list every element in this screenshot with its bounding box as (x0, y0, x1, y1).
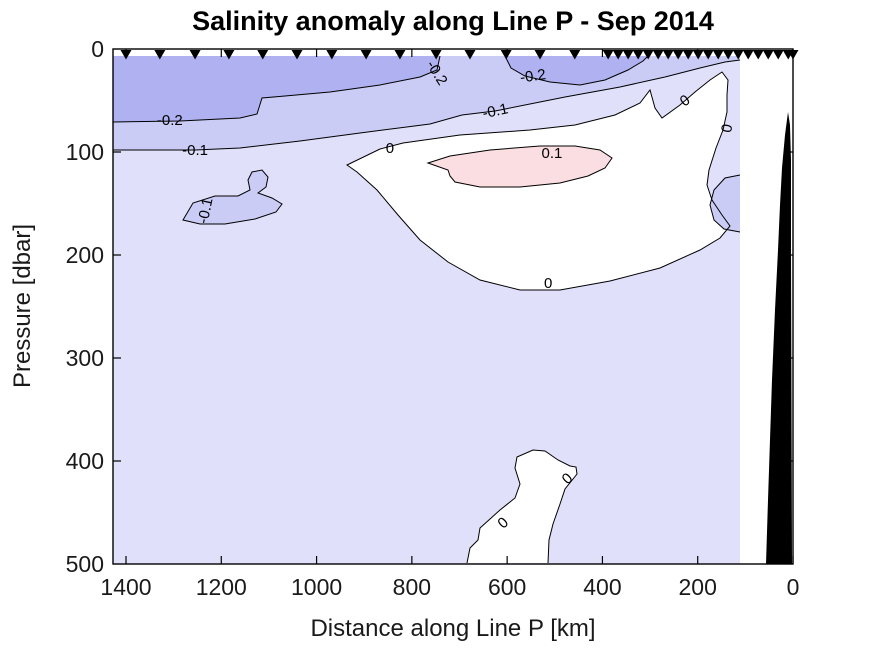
x-tick-label: 600 (488, 574, 526, 600)
station-marker-icon (534, 50, 546, 60)
station-marker-icon (752, 50, 764, 60)
x-tick-label: 1200 (196, 574, 247, 600)
contour-label: -0.1 (481, 100, 510, 122)
contour-fill-regions (113, 56, 740, 564)
station-marker-icon (223, 50, 235, 60)
fill-region-region-0-to-01-deep-white (467, 450, 577, 563)
fill-region-band-below-minus02-lobe-west (113, 56, 440, 122)
station-marker-icon (712, 50, 724, 60)
station-marker-icon (257, 50, 269, 60)
station-marker-icon (326, 50, 338, 60)
contour-label: -0.2 (519, 66, 547, 86)
station-marker-icon (722, 50, 734, 60)
station-marker-icon (622, 50, 634, 60)
station-marker-icon (189, 50, 201, 60)
fill-region-region-01-to-02-pink (428, 146, 612, 187)
station-marker-icon (569, 50, 581, 60)
contour-01-pink (426, 145, 613, 188)
chart-title: Salinity anomaly along Line P - Sep 2014 (192, 6, 714, 36)
station-marker-icon (612, 50, 624, 60)
bathymetry-wedge (766, 112, 792, 564)
station-marker-icon (672, 50, 684, 60)
y-tick-label: 0 (91, 36, 104, 62)
y-tick-label: 500 (66, 551, 104, 577)
x-tick-label: 0 (787, 574, 800, 600)
fill-region-pocket-minus01-west-closed (183, 170, 282, 224)
station-marker-icon (154, 50, 166, 60)
station-marker-icon (682, 50, 694, 60)
contour-0-central (346, 71, 731, 291)
station-marker-icon (291, 50, 303, 60)
contour-label: -0.1 (182, 142, 208, 159)
y-tick-labels: 0 100 200 300 400 500 (66, 36, 104, 577)
station-marker-icon (394, 50, 406, 60)
contour-minus01-main (113, 59, 741, 151)
contour-minus02-east (504, 55, 649, 86)
contour-0-deep (466, 449, 578, 564)
x-tick-label: 400 (583, 574, 621, 600)
contour-label: 0 (718, 123, 736, 134)
station-marker-icon (772, 50, 784, 60)
station-marker-icon (602, 50, 614, 60)
station-marker-icon (732, 50, 744, 60)
contour-label: -0.2 (157, 112, 183, 129)
contour-label: 0 (386, 140, 394, 157)
station-marker-row (120, 50, 799, 60)
fill-region-band-below-minus02-lobe-east (505, 56, 648, 85)
x-axis-label: Distance along Line P [km] (310, 615, 595, 642)
station-marker-icon (430, 50, 442, 60)
station-marker-icon (742, 50, 754, 60)
fill-region-pocket-minus01-coastal (710, 175, 740, 232)
contour-minus01-coastal (709, 174, 741, 233)
contour-label: 0.1 (541, 145, 562, 162)
y-tick-label: 200 (66, 242, 104, 268)
station-marker-icon (464, 50, 476, 60)
station-marker-icon (652, 50, 664, 60)
contour-lines (112, 55, 741, 564)
axis-ticks (113, 49, 794, 564)
x-tick-label: 1400 (100, 574, 151, 600)
y-tick-label: 300 (66, 345, 104, 371)
station-marker-icon (762, 50, 774, 60)
y-axis-label: Pressure [dbar] (9, 224, 36, 388)
x-tick-label: 800 (393, 574, 431, 600)
station-marker-icon (360, 50, 372, 60)
axes-box (112, 48, 794, 565)
x-tick-labels: 1400 1200 1000 800 600 400 200 0 (100, 574, 799, 600)
contour-label: -0.1 (195, 196, 217, 225)
station-marker-icon (500, 50, 512, 60)
y-tick-label: 400 (66, 448, 104, 474)
x-tick-label: 200 (679, 574, 717, 600)
contour-minus02-west (112, 55, 441, 123)
contour-minus01-west-closed (182, 169, 283, 225)
contour-label: 0 (544, 275, 552, 292)
station-marker-icon (702, 50, 714, 60)
station-marker-icon (632, 50, 644, 60)
y-tick-label: 100 (66, 139, 104, 165)
station-marker-icon (662, 50, 674, 60)
x-tick-label: 1000 (291, 574, 342, 600)
station-marker-icon (642, 50, 654, 60)
